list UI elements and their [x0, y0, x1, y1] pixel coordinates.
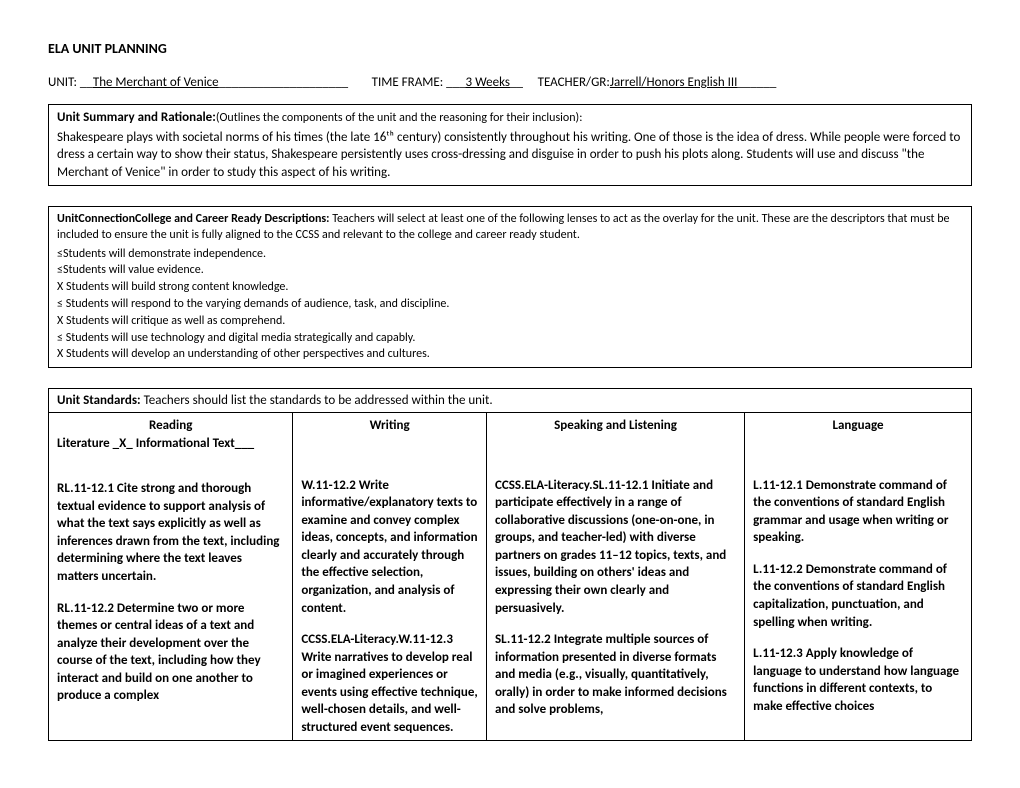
language-item: L.11-12.2 Demonstrate command of the con… — [753, 561, 963, 631]
writing-header: Writing — [301, 417, 478, 435]
summary-box: Unit Summary and Rationale:(Outlines the… — [48, 104, 972, 186]
reading-header: Reading — [57, 417, 284, 435]
column-reading: Reading Literature _X_ Informational Tex… — [49, 413, 293, 740]
descriptor-item: X Students will critique as well as comp… — [57, 313, 963, 330]
header-line: UNIT: __The Merchant of Venice__________… — [48, 75, 972, 90]
connection-label: UnitConnectionCollege and Career Ready D… — [57, 212, 330, 226]
unit-label: UNIT: __ — [48, 75, 93, 90]
descriptor-item: ≤Students will value evidence. — [57, 262, 963, 279]
unit-suffix: ____________________ — [219, 75, 349, 90]
language-item: L.11-12.3 Apply knowledge of language to… — [753, 645, 963, 715]
teacher-value: Jarrell/Honors English III — [610, 75, 738, 90]
timeframe-label: TIME FRAME: ___ — [372, 75, 466, 90]
timeframe-suffix: __ — [510, 75, 523, 90]
column-speaking: Speaking and Listening CCSS.ELA-Literacy… — [487, 413, 745, 740]
language-item: L.11-12.1 Demonstrate command of the con… — [753, 477, 963, 547]
standards-box: Unit Standards: Teachers should list the… — [48, 388, 972, 741]
reading-subheader: Literature _X_ Informational Text___ — [57, 435, 284, 453]
connection-box: UnitConnectionCollege and Career Ready D… — [48, 206, 972, 368]
speaking-item: SL.11-12.2 Integrate multiple sources of… — [495, 631, 736, 719]
descriptor-item: ≤Students will demonstrate independence. — [57, 246, 963, 263]
column-writing: Writing W.11-12.2 Write informative/expl… — [293, 413, 487, 740]
speaking-item: CCSS.ELA-Literacy.SL.11-12.1 Initiate an… — [495, 477, 736, 617]
writing-item: CCSS.ELA-Literacy.W.11-12.3 Write narrat… — [301, 631, 478, 736]
standards-header-label: Unit Standards: — [57, 393, 141, 408]
summary-label: Unit Summary and Rationale: — [57, 110, 216, 125]
unit-name: The Merchant of Venice — [93, 75, 219, 90]
column-language: Language L.11-12.1 Demonstrate command o… — [745, 413, 971, 740]
language-header: Language — [753, 417, 963, 435]
writing-item: W.11-12.2 Write informative/explanatory … — [301, 477, 478, 617]
standards-header: Unit Standards: Teachers should list the… — [49, 389, 971, 413]
teacher-label: TEACHER/GR: — [538, 75, 610, 90]
descriptor-item: ≤ Students will respond to the varying d… — [57, 296, 963, 313]
reading-item: RL.11-12.1 Cite strong and thorough text… — [57, 480, 284, 585]
reading-item: RL.11-12.2 Determine two or more themes … — [57, 600, 284, 705]
standards-table: Reading Literature _X_ Informational Tex… — [49, 413, 971, 740]
standards-header-text: Teachers should list the standards to be… — [141, 393, 493, 408]
summary-intro: (Outlines the components of the unit and… — [216, 111, 583, 125]
descriptor-list: ≤Students will demonstrate independence.… — [57, 246, 963, 364]
summary-body: Shakespeare plays with societal norms of… — [57, 129, 963, 182]
descriptor-item: ≤ Students will use technology and digit… — [57, 330, 963, 347]
teacher-suffix: ______ — [737, 75, 776, 90]
descriptor-item: X Students will develop an understanding… — [57, 346, 963, 363]
timeframe-value: 3 Weeks — [466, 75, 510, 90]
speaking-header: Speaking and Listening — [495, 417, 736, 435]
page-title: ELA UNIT PLANNING — [48, 40, 972, 57]
descriptor-item: X Students will build strong content kno… — [57, 279, 963, 296]
